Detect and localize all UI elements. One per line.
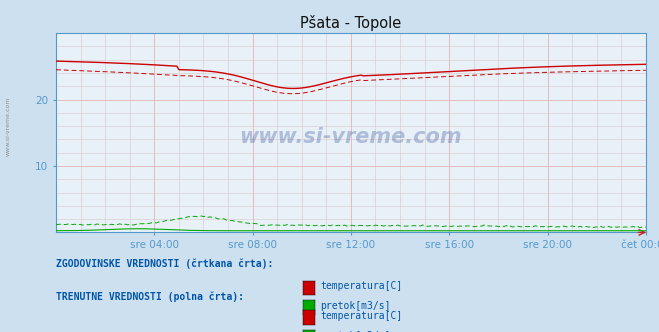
Text: temperatura[C]: temperatura[C] <box>320 281 403 291</box>
Text: www.si-vreme.com: www.si-vreme.com <box>240 127 462 147</box>
Text: temperatura[C]: temperatura[C] <box>320 311 403 321</box>
Title: Pšata - Topole: Pšata - Topole <box>301 15 401 31</box>
Text: TRENUTNE VREDNOSTI (polna črta):: TRENUTNE VREDNOSTI (polna črta): <box>56 292 244 302</box>
Text: ZGODOVINSKE VREDNOSTI (črtkana črta):: ZGODOVINSKE VREDNOSTI (črtkana črta): <box>56 259 273 269</box>
Text: www.si-vreme.com: www.si-vreme.com <box>5 96 11 156</box>
Text: pretok[m3/s]: pretok[m3/s] <box>320 301 391 311</box>
Text: pretok[m3/s]: pretok[m3/s] <box>320 331 391 332</box>
